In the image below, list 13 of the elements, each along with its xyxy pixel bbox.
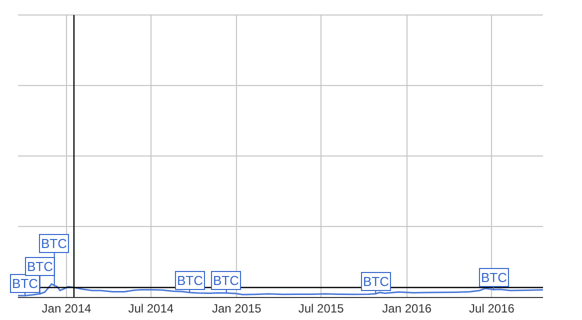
annotation: BTC [27,259,53,274]
x-tick-label: Jan 2015 [212,301,262,316]
x-tick-label: Jul 2014 [128,301,174,316]
annotation: BTC [213,273,239,288]
x-tick-label: Jul 2016 [469,301,515,316]
x-tick-label: Jan 2014 [42,301,92,316]
annotation: BTC [41,236,67,251]
annotation: BTC [481,270,507,285]
annotation: BTC [12,276,38,291]
x-tick-label: Jul 2015 [298,301,344,316]
x-tick-label: Jan 2016 [382,301,432,316]
annotation: BTC [363,274,389,289]
annotation: BTC [177,273,203,288]
